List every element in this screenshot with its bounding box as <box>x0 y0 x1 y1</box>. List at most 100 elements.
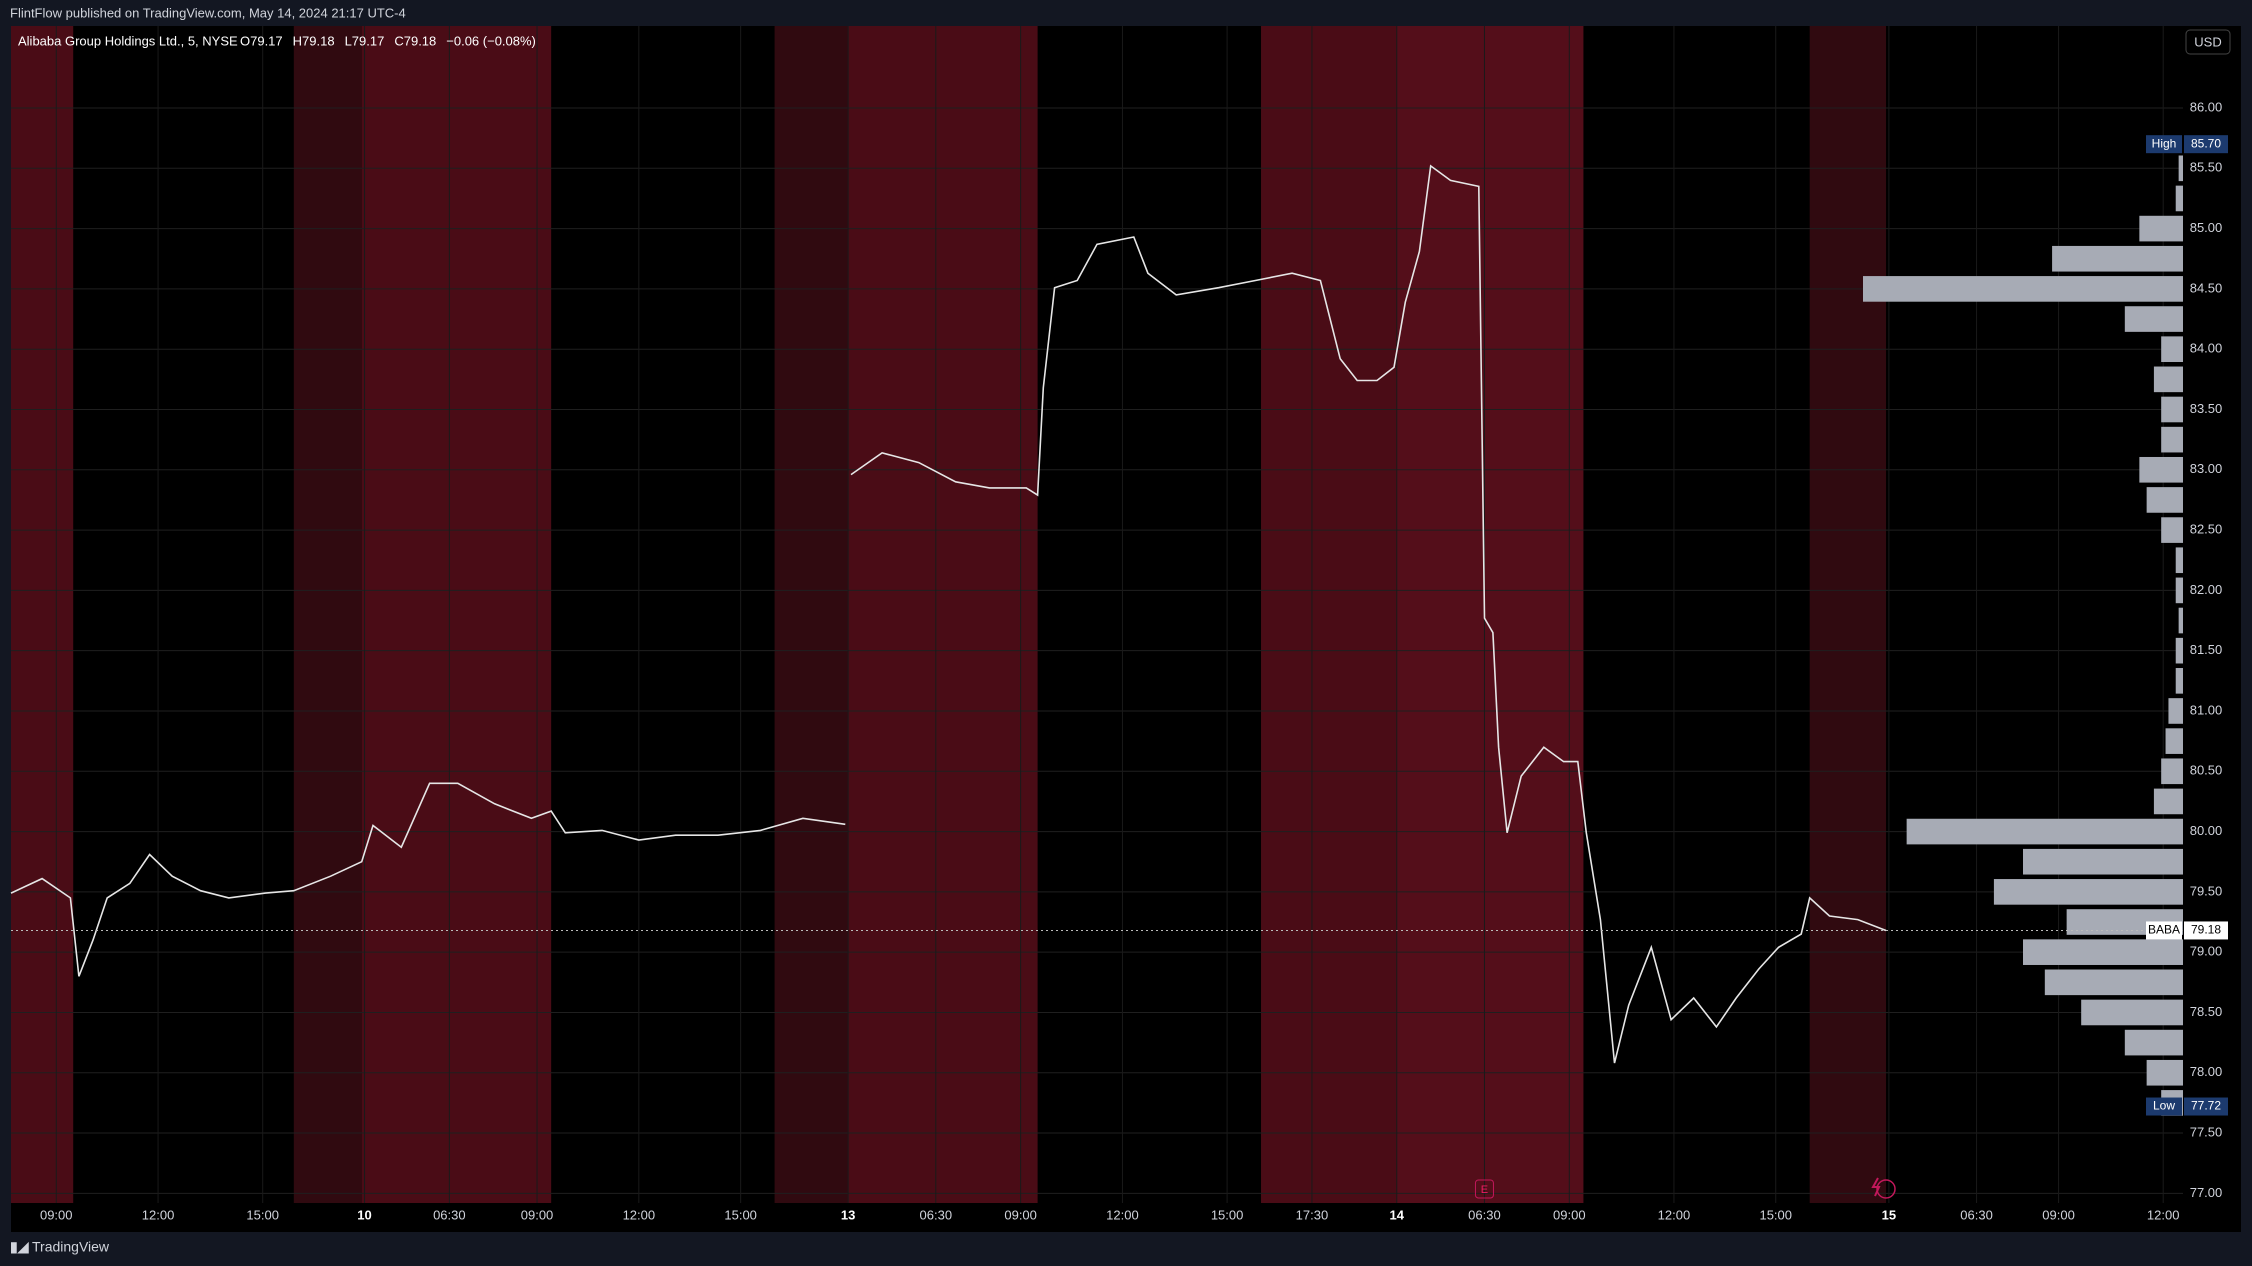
volume-profile-bar <box>2081 999 2183 1026</box>
x-tick-label: 17:30 <box>1296 1207 1329 1222</box>
volume-profile-bar <box>2153 366 2183 393</box>
volume-profile-bar <box>2044 969 2183 996</box>
session-band <box>11 26 74 1203</box>
y-tick-label: 77.00 <box>2190 1185 2223 1200</box>
volume-profile-bar <box>2175 668 2183 694</box>
volume-profile-bar <box>2175 547 2183 574</box>
legend-item: H79.18 <box>293 33 335 48</box>
y-tick-label: 84.50 <box>2190 280 2223 295</box>
y-tick-label: 86.00 <box>2190 99 2223 114</box>
volume-profile-bar <box>2161 758 2183 785</box>
currency: USD <box>2194 34 2221 49</box>
session-band <box>1809 26 1887 1203</box>
last-value-box <box>2184 921 2228 940</box>
x-tick-label: 06:30 <box>1468 1207 1501 1222</box>
y-tick-label: 84.00 <box>2190 341 2223 356</box>
legend-item: O79.17 <box>240 33 283 48</box>
low-value: 77.72 <box>2191 1099 2221 1113</box>
currency-button[interactable] <box>2185 29 2231 55</box>
legend-item: C79.18 <box>394 33 436 48</box>
x-tick-label: 10 <box>357 1207 371 1222</box>
x-tick-label: 06:30 <box>433 1207 466 1222</box>
low-label: Low <box>2153 1099 2175 1113</box>
high-value-box <box>2184 135 2228 154</box>
volume-profile-bar <box>1993 879 2183 905</box>
last-label: BABA <box>2148 923 2180 937</box>
volume-profile-bar <box>2175 577 2183 604</box>
volume-profile-bar <box>2023 939 2183 965</box>
x-tick-label: 12:00 <box>2147 1207 2180 1222</box>
volume-profile-bar <box>2161 396 2183 423</box>
x-tick-label: 06:30 <box>1960 1207 1993 1222</box>
y-tick-label: 82.00 <box>2190 582 2223 597</box>
session-band <box>774 26 849 1203</box>
legend-item: −0.06 (−0.08%) <box>446 33 536 48</box>
high-badge <box>2146 135 2182 154</box>
volume-profile-bar <box>2052 245 2183 272</box>
volume-profile-bar <box>1863 276 2183 302</box>
x-tick-label: 15:00 <box>246 1207 279 1222</box>
x-tick-label: 12:00 <box>1658 1207 1691 1222</box>
event-circle <box>1876 1179 1896 1199</box>
y-tick-label: 80.00 <box>2190 823 2223 838</box>
event-label: E <box>1481 1184 1488 1196</box>
y-tick-label: 83.50 <box>2190 401 2223 416</box>
last-badge <box>2146 921 2182 940</box>
y-tick-label: 79.00 <box>2190 944 2223 959</box>
tv-logo: ▮◢ <box>10 1239 29 1255</box>
y-tick-label: 83.00 <box>2190 461 2223 476</box>
y-tick-label: 85.00 <box>2190 220 2223 235</box>
volume-profile-bar <box>2153 788 2183 815</box>
volume-profile-bar <box>2146 487 2183 513</box>
volume-profile-bar <box>2161 426 2183 453</box>
publisher: FlintFlow published on TradingView.com, … <box>10 5 406 20</box>
x-tick-label: 15:00 <box>724 1207 757 1222</box>
x-tick-label: 14 <box>1390 1207 1405 1222</box>
y-tick-label: 77.50 <box>2190 1124 2223 1139</box>
x-tick-label: 15 <box>1882 1207 1896 1222</box>
volume-profile-bar <box>2146 1059 2183 1086</box>
x-tick-label: 12:00 <box>142 1207 175 1222</box>
volume-profile-bar <box>2168 698 2183 724</box>
x-tick-label: 12:00 <box>623 1207 656 1222</box>
y-tick-label: 81.50 <box>2190 642 2223 657</box>
event-box <box>1474 1179 1494 1199</box>
volume-profile-bar <box>2178 155 2183 182</box>
low-value-box <box>2184 1097 2228 1116</box>
y-tick-label: 81.00 <box>2190 702 2223 717</box>
price-line <box>10 164 1887 1064</box>
volume-profile-bar <box>2139 215 2183 242</box>
high-value: 85.70 <box>2191 136 2221 150</box>
session-band <box>361 26 552 1203</box>
y-tick-label: 80.50 <box>2190 763 2223 778</box>
session-band <box>848 26 1038 1203</box>
symbol: Alibaba Group Holdings Ltd., 5, NYSE <box>18 33 238 48</box>
x-tick-label: 15:00 <box>1211 1207 1244 1222</box>
session-band <box>293 26 362 1203</box>
x-tick-label: 13 <box>841 1207 855 1222</box>
y-tick-label: 78.00 <box>2190 1064 2223 1079</box>
y-tick-label: 79.50 <box>2190 883 2223 898</box>
volume-profile-bar <box>2023 848 2183 875</box>
y-tick-label: 82.50 <box>2190 522 2223 537</box>
x-tick-label: 06:30 <box>920 1207 953 1222</box>
volume-profile-bar <box>2178 607 2183 634</box>
volume-profile-bar <box>2161 517 2183 543</box>
high-label: High <box>2152 136 2177 150</box>
volume-profile-bar <box>2175 185 2183 212</box>
y-tick-label: 78.50 <box>2190 1004 2223 1019</box>
session-band <box>1396 26 1584 1203</box>
volume-profile-bar <box>2124 1029 2183 1056</box>
volume-profile-bar <box>1906 818 2183 845</box>
volume-profile-bar <box>2139 456 2183 483</box>
x-tick-label: 09:00 <box>1553 1207 1586 1222</box>
x-tick-label: 09:00 <box>521 1207 554 1222</box>
volume-profile-bar <box>2124 306 2183 332</box>
legend-item: L79.17 <box>345 33 385 48</box>
volume-profile-bar <box>2165 728 2183 754</box>
x-tick-label: 09:00 <box>2042 1207 2075 1222</box>
last-value: 79.18 <box>2191 923 2221 937</box>
x-tick-label: 09:00 <box>1004 1207 1037 1222</box>
